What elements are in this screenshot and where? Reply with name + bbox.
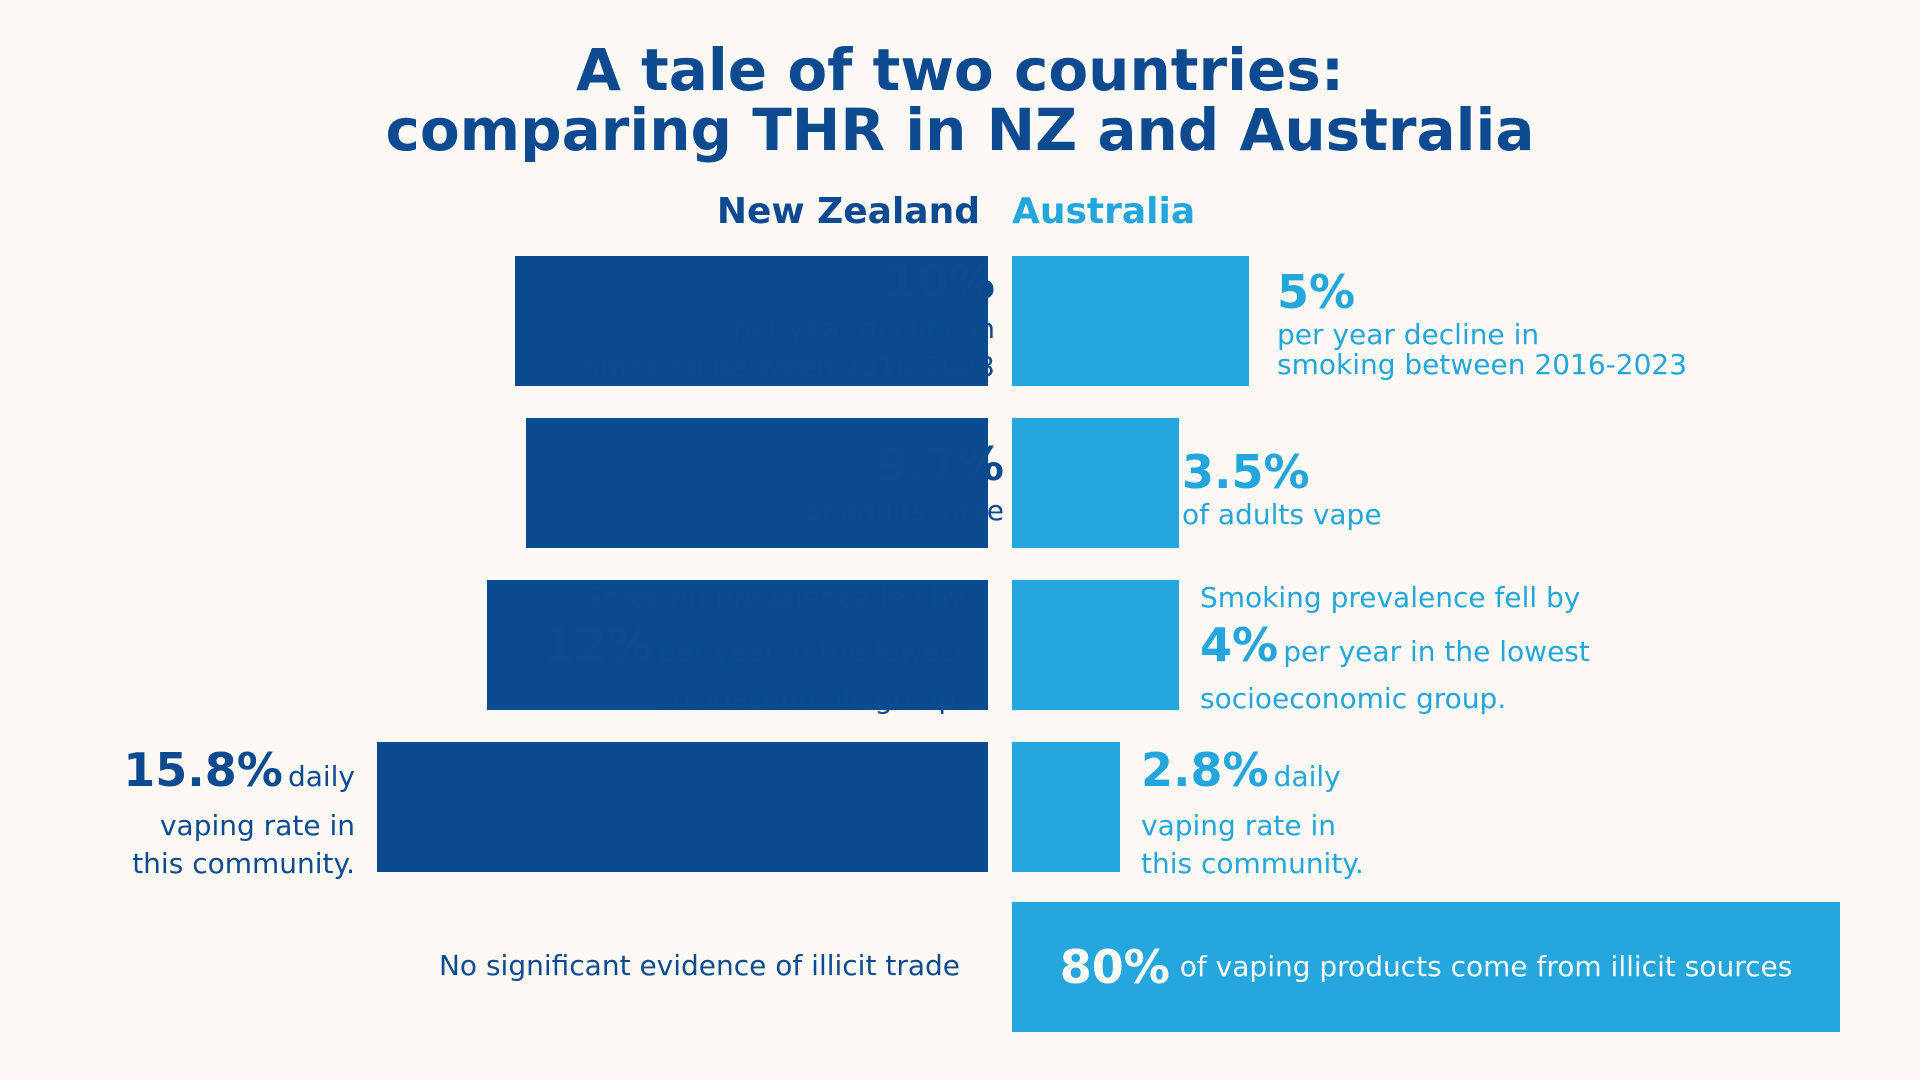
- label-au-adults-vape: 3.5% of adults vape: [1182, 445, 1382, 531]
- value-nz-daily-vaping: 15.8%: [123, 743, 283, 797]
- bar-au-illicit: 80% of vaping products come from illicit…: [1012, 902, 1840, 1032]
- bar-nz-smoking-decline: [515, 256, 988, 386]
- label-au-smoking-decline: 5% per year decline in smoking between 2…: [1277, 265, 1688, 381]
- bar-au-smoking-decline: [1012, 256, 1249, 386]
- value-nz-lowest-socioeconomic: 12%: [543, 618, 654, 672]
- bar-nz-adults-vape: [526, 418, 988, 548]
- value-nz-adults-vape: 9.7%: [876, 437, 1004, 491]
- title-line-1: A tale of two countries:: [575, 36, 1345, 104]
- label-au-lowest-socioeconomic: Smoking prevalence fell by 4% per year i…: [1200, 581, 1590, 715]
- label-nz-lowest-socioeconomic: Smoking prevalence fell by 12% per year …: [543, 581, 965, 715]
- title-line-2: comparing THR in NZ and Australia: [385, 96, 1535, 164]
- bar-au-lowest-socioeconomic: [1012, 580, 1179, 710]
- legend-new-zealand: New Zealand: [716, 191, 980, 232]
- value-au-smoking-decline: 5%: [1277, 265, 1356, 319]
- value-au-lowest-socioeconomic: 4%: [1200, 618, 1279, 672]
- label-nz-adults-vape: 9.7% of adults vape: [804, 437, 1004, 527]
- value-au-illicit: 80%: [1059, 940, 1170, 994]
- bar-nz-daily-vaping: [377, 742, 988, 872]
- bar-au-daily-vaping: [1012, 742, 1121, 872]
- value-au-daily-vaping: 2.8%: [1141, 743, 1269, 797]
- label-nz-smoking-decline: 10% per year decline in smoking between …: [584, 255, 995, 383]
- bar-nz-lowest-socioeconomic: [487, 580, 988, 710]
- value-nz-smoking-decline: 10%: [884, 255, 995, 309]
- value-au-adults-vape: 3.5%: [1182, 445, 1310, 499]
- bar-au-adults-vape: [1012, 418, 1179, 548]
- label-nz-illicit: No significant evidence of illicit trade: [438, 949, 960, 982]
- label-au-daily-vaping: 2.8% daily vaping rate in this community…: [1141, 743, 1364, 880]
- label-nz-daily-vaping: 15.8% daily vaping rate in this communit…: [123, 743, 355, 880]
- legend-australia: Australia: [1012, 191, 1196, 232]
